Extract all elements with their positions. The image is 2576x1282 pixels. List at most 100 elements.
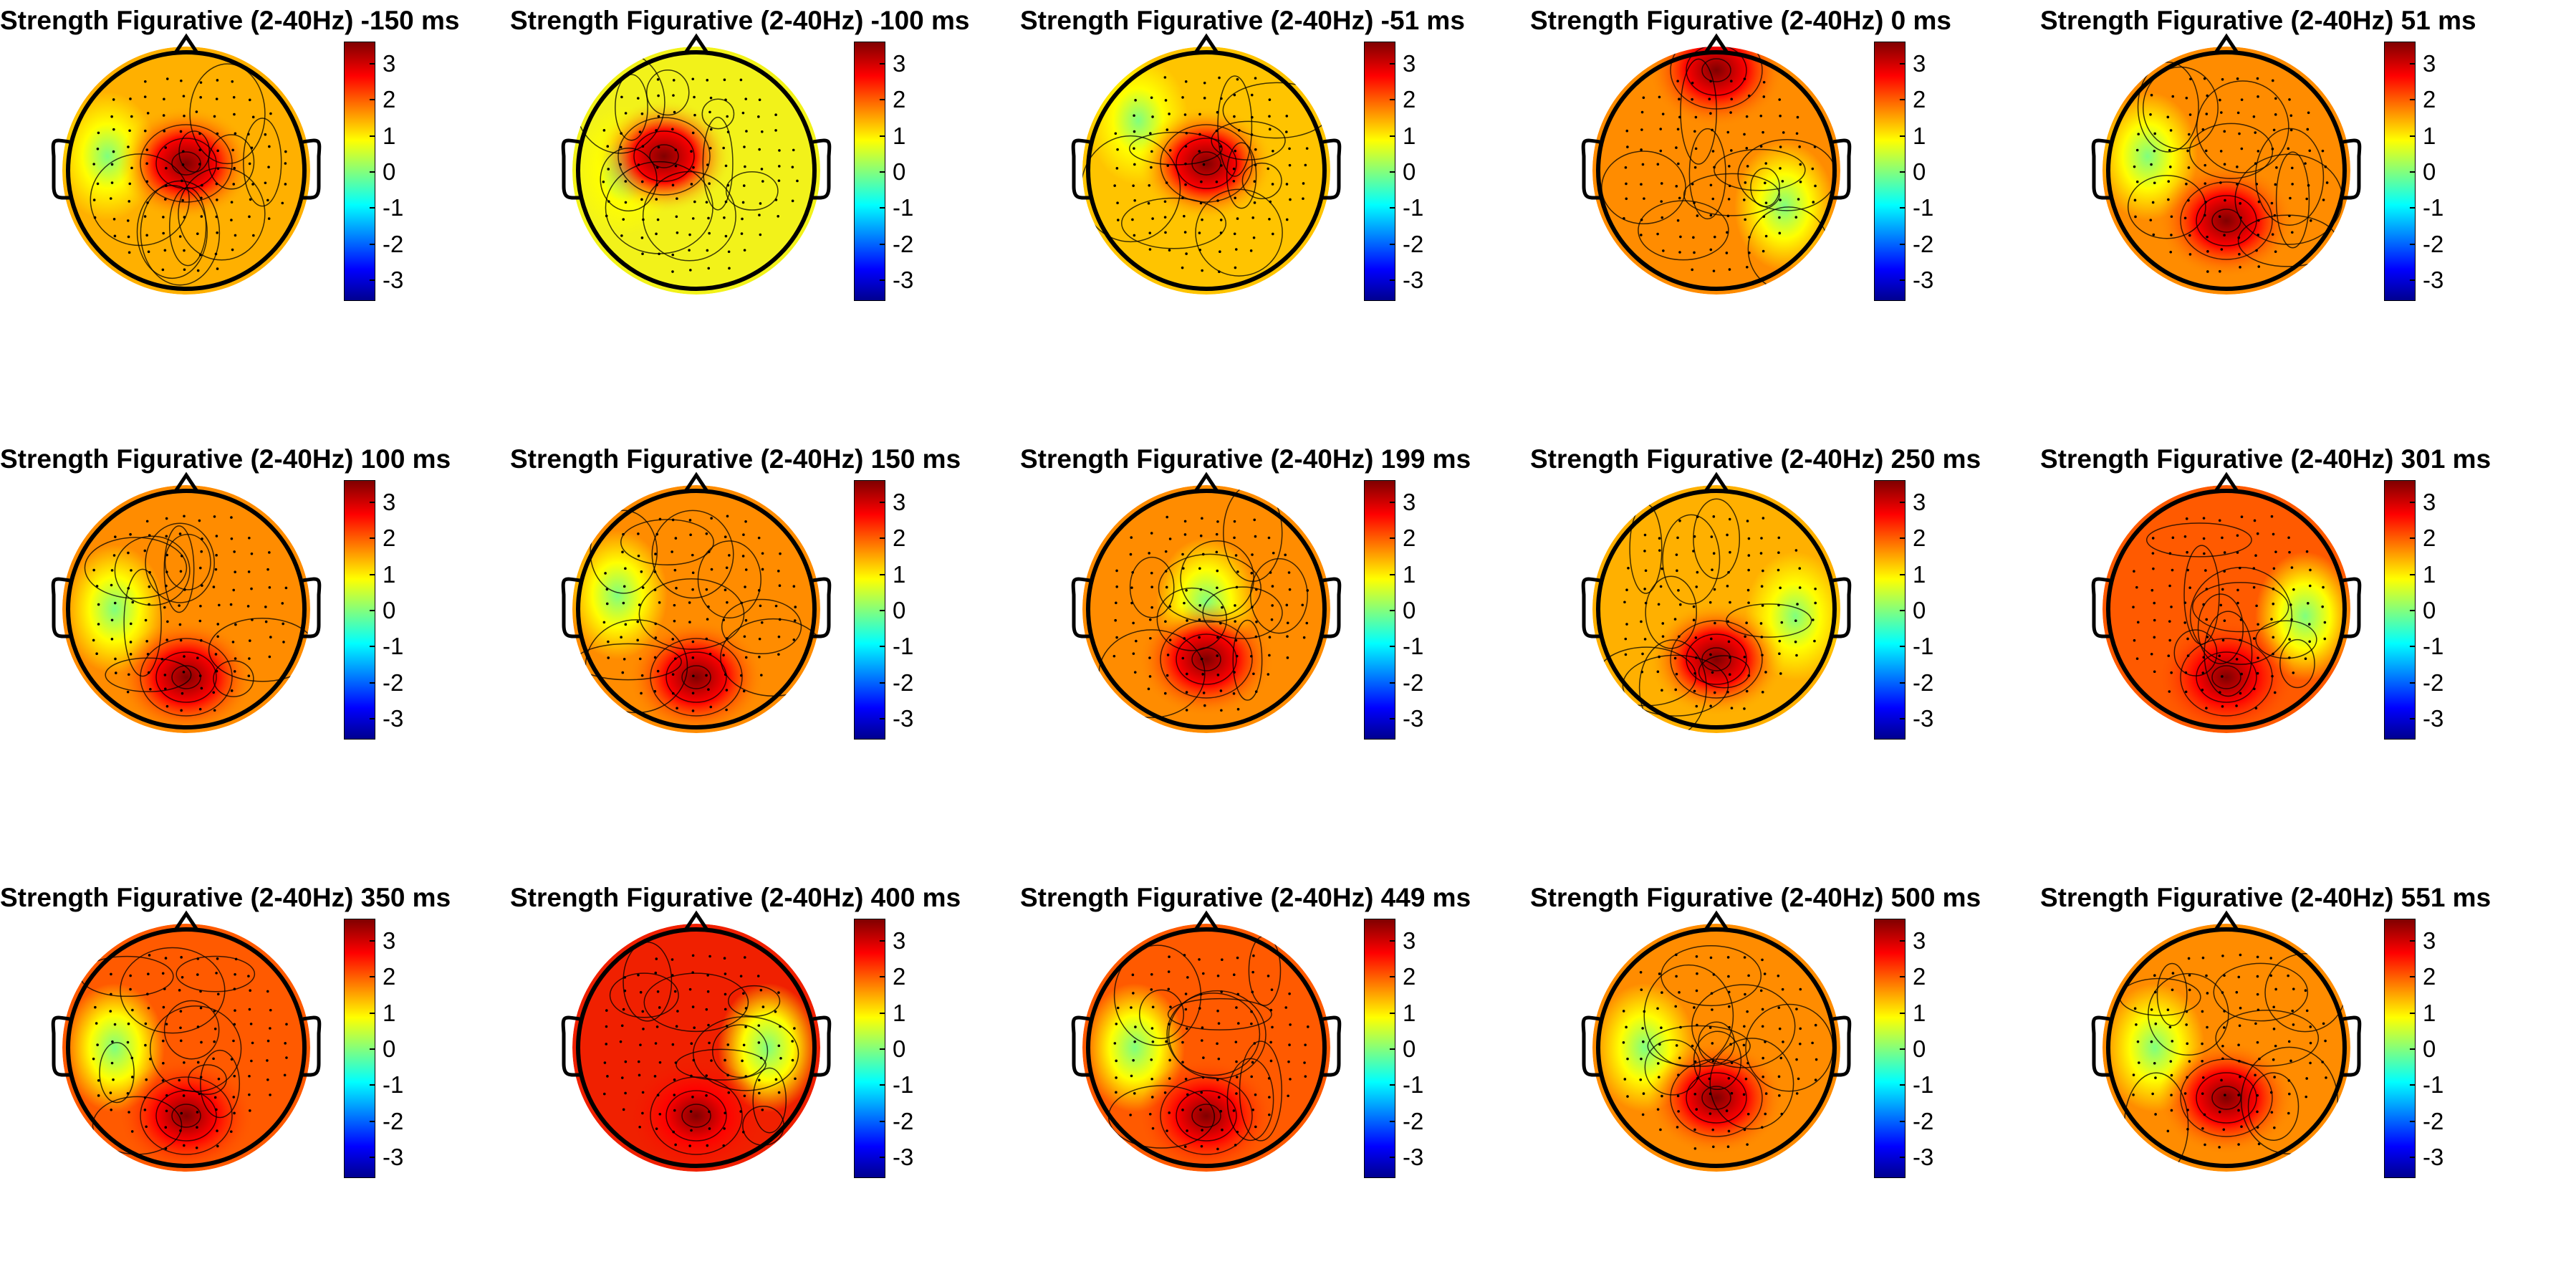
contour-line — [1686, 47, 1747, 96]
colorbar-tick-label: 1 — [383, 999, 396, 1026]
electrode-dot — [2256, 992, 2259, 996]
electrode-dot — [1254, 635, 1258, 638]
electrode-dot — [1711, 1059, 1715, 1063]
electrode-dot — [231, 148, 234, 152]
colorbar-tick-mark — [1390, 940, 1395, 942]
electrode-dot — [1270, 988, 1274, 991]
electrode-dot — [269, 1008, 272, 1012]
electrode-dot — [247, 133, 250, 136]
electrode-dot — [791, 1040, 794, 1043]
colorbar-tick-label: 3 — [1403, 927, 1416, 955]
electrode-dot — [1184, 183, 1187, 186]
colorbar-tick-label: 2 — [1913, 86, 1926, 113]
electrode-dot — [180, 1111, 183, 1115]
electrode-dot — [1658, 1043, 1661, 1046]
electrode-dot — [2237, 1109, 2240, 1112]
electrode-dot — [1220, 709, 1223, 712]
electrode-dot — [1747, 554, 1751, 557]
contour-line — [1176, 138, 1237, 189]
electrode-dot — [2288, 638, 2291, 641]
electrode-dot — [1113, 1042, 1117, 1045]
electrode-dot — [130, 569, 133, 572]
electrode-dot — [742, 184, 746, 187]
electrode-dot — [758, 1078, 761, 1082]
colorbar-tick-label: 2 — [893, 525, 906, 552]
electrode-dot — [743, 635, 746, 638]
electrode-dot — [691, 571, 695, 575]
electrode-dot — [792, 585, 796, 588]
electrode-dot — [234, 570, 236, 574]
electrode-dot — [757, 1041, 761, 1044]
contour-line — [642, 171, 736, 262]
electrode-dot — [2255, 604, 2258, 608]
electrode-dot — [1220, 990, 1223, 993]
electrode-dot — [199, 1076, 203, 1078]
electrode-dot — [1744, 992, 1746, 996]
electrode-dot — [1254, 148, 1257, 151]
electrode-dot — [1201, 1026, 1204, 1029]
electrode-dot — [1198, 248, 1201, 252]
contour-line — [609, 972, 679, 1018]
contour-line — [84, 537, 188, 599]
electrode-dot — [2149, 219, 2153, 221]
electrode-dot — [1730, 707, 1734, 709]
electrode-dot — [779, 1025, 782, 1028]
electrode-dot — [1184, 162, 1187, 166]
electrode-dot — [1183, 113, 1187, 116]
colorbar-tick-mark — [2410, 171, 2416, 173]
electrode-dot — [1762, 1075, 1764, 1078]
electrode-dot — [1183, 601, 1186, 605]
electrode-dot — [285, 1023, 288, 1026]
colorbar-tick-mark — [880, 976, 885, 978]
electrode-dot — [181, 692, 184, 695]
electrode-dot — [1233, 232, 1236, 236]
electrode-dot — [2201, 671, 2205, 674]
electrode-dot — [1235, 1060, 1238, 1063]
electrode-dot — [725, 1025, 729, 1028]
electrode-dot — [1183, 231, 1187, 234]
electrode-dot — [1743, 956, 1746, 959]
electrode-dot — [129, 97, 132, 100]
electrode-dot — [2134, 215, 2137, 219]
electrode-dot — [607, 656, 610, 659]
electrode-dot — [251, 1041, 254, 1045]
colorbar-tick-mark — [370, 279, 375, 281]
electrode-dot — [2239, 216, 2242, 219]
electrode-dot — [1694, 147, 1698, 150]
electrode-dot — [166, 620, 169, 623]
electrode-dot — [1693, 1147, 1697, 1150]
electrode-dot — [2183, 535, 2187, 538]
electrode-dot — [1642, 96, 1645, 100]
electrode-dot — [1781, 180, 1784, 183]
electrode-dot — [1658, 537, 1661, 540]
electrode-dot — [1639, 970, 1643, 974]
colorbar-tick-label: 1 — [383, 122, 396, 149]
electrode-dot — [653, 588, 657, 591]
electrode-dot — [740, 601, 744, 605]
contour-line — [681, 665, 711, 689]
contour-line — [2145, 522, 2252, 558]
electrode-dot — [777, 991, 780, 994]
electrode-dot — [693, 95, 696, 99]
electrode-dot — [164, 198, 167, 201]
electrode-dot — [1762, 95, 1766, 98]
colorbar-tick-label: 1 — [893, 122, 906, 149]
electrode-dot — [742, 1043, 746, 1047]
contour-line — [164, 533, 211, 590]
electrode-dot — [96, 1043, 99, 1046]
electrode-dot — [112, 150, 115, 153]
electrode-dot — [1150, 973, 1153, 976]
electrode-dot — [2289, 603, 2292, 606]
electrode-dot — [1656, 163, 1660, 166]
electrode-dot — [759, 988, 763, 992]
electrode-dot — [2203, 182, 2207, 185]
electrode-dot — [126, 1091, 130, 1095]
electrode-dot — [1200, 1091, 1203, 1094]
head-topomap — [1581, 33, 1852, 295]
electrode-dot — [705, 201, 708, 204]
electrode-dot — [1199, 588, 1203, 591]
electrode-dot — [1287, 1060, 1290, 1063]
electrode-dot — [705, 637, 708, 641]
electrode-dot — [2204, 201, 2207, 204]
colorbar-tick-mark — [880, 99, 885, 101]
